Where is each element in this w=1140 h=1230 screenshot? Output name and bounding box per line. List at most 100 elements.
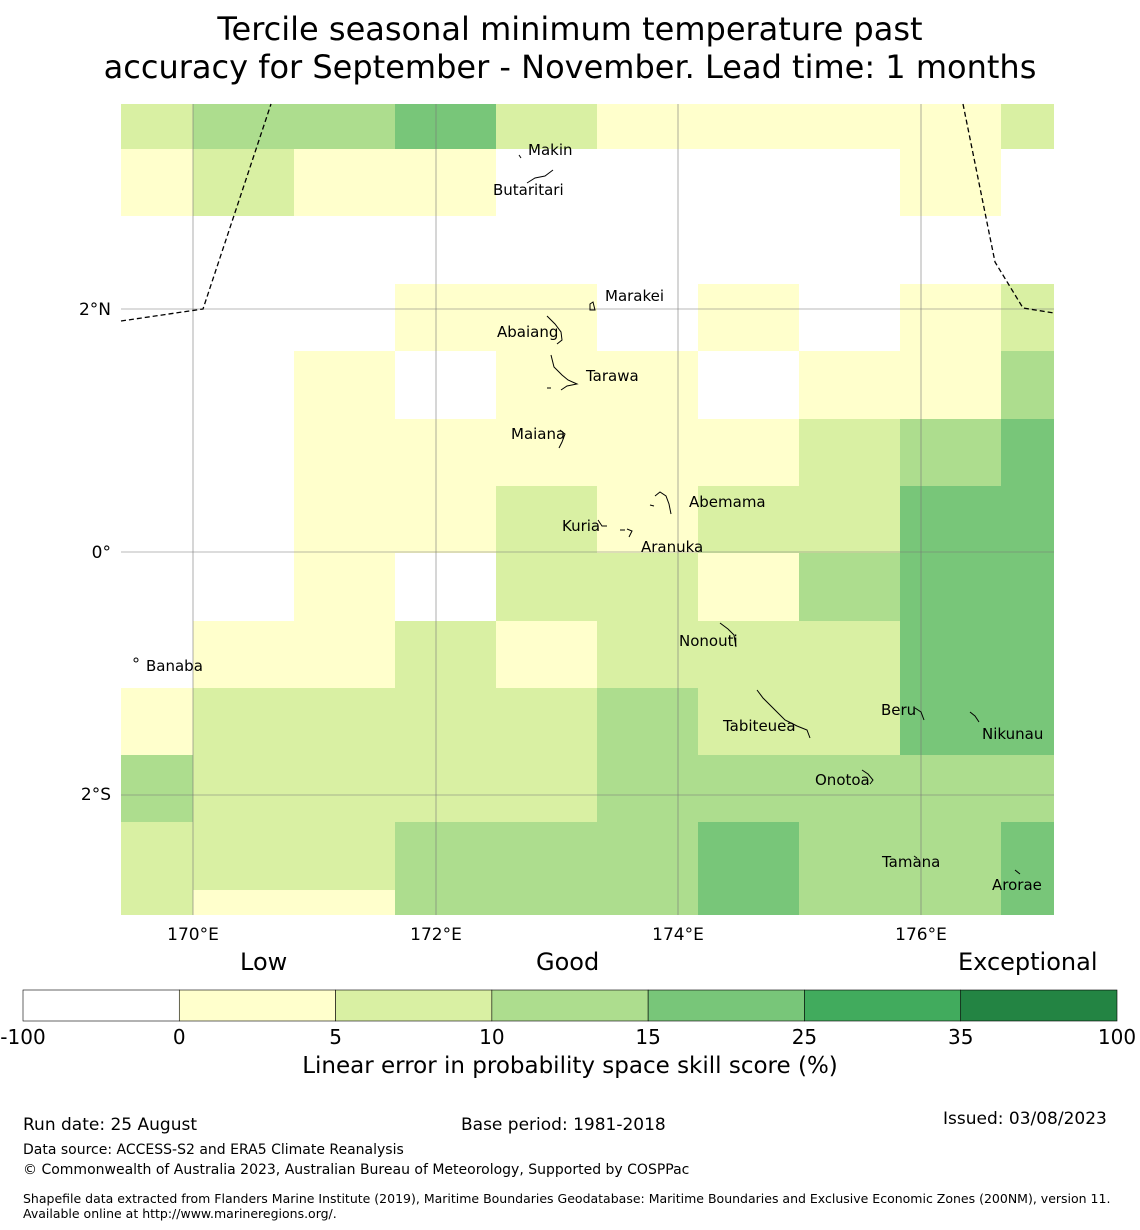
label-abemama: Abemama — [689, 493, 766, 511]
legend-label-exceptional: Exceptional — [958, 948, 1098, 976]
colorbar-tick-label: 10 — [479, 1025, 504, 1049]
label-tamana: Tamana — [881, 853, 940, 871]
title-line-1: Tercile seasonal minimum temperature pas… — [217, 10, 923, 48]
data-source: Data source: ACCESS-S2 and ERA5 Climate … — [23, 1142, 404, 1158]
skill-cell — [121, 688, 193, 755]
skill-cell — [799, 890, 900, 915]
graticule — [121, 104, 1054, 915]
skill-cell — [395, 104, 496, 149]
skill-cell — [698, 486, 799, 553]
lat-tick-2s: 2°S — [81, 785, 111, 805]
copyright: © Commonwealth of Australia 2023, Austra… — [23, 1162, 690, 1178]
skill-cell — [799, 621, 900, 688]
colorbar-title: Linear error in probability space skill … — [302, 1053, 838, 1079]
eez-boundary-east — [962, 103, 1055, 314]
skill-cell — [121, 755, 193, 822]
skill-cell — [698, 216, 799, 284]
base-period: Base period: 1981-2018 — [461, 1115, 666, 1135]
skill-cell — [193, 688, 294, 755]
island-butaritari — [526, 169, 554, 184]
skill-cell — [395, 688, 496, 755]
skill-cell — [496, 104, 597, 149]
label-kuria: Kuria — [562, 517, 600, 535]
island-tarawa — [547, 354, 579, 391]
skill-cell — [597, 284, 698, 351]
skill-cell — [1001, 688, 1054, 755]
skill-cell — [395, 351, 496, 419]
skill-cell — [294, 351, 395, 419]
skill-cell — [799, 688, 900, 755]
skill-cell — [597, 553, 698, 621]
skill-cell — [496, 890, 597, 915]
lat-tick-2n: 2°N — [79, 300, 111, 320]
skill-cell — [395, 486, 496, 553]
colorbar-tick-label: 5 — [329, 1025, 342, 1049]
skill-cell — [193, 890, 294, 915]
island-tamana — [913, 855, 918, 859]
colorbar-tick-label: 100 — [1098, 1025, 1136, 1049]
skill-cell — [193, 284, 294, 351]
skill-cell — [900, 216, 1001, 284]
shapefile-credit: Shapefile data extracted from Flanders M… — [23, 1191, 1111, 1221]
skill-cell — [193, 104, 294, 149]
label-tarawa: Tarawa — [585, 367, 639, 385]
island-beru — [914, 707, 925, 721]
skill-cell — [597, 822, 698, 890]
colorbar-swatch — [647, 989, 805, 1022]
colorbar-tick-label: -100 — [0, 1025, 45, 1049]
skill-cell — [1001, 621, 1054, 688]
colorbar-swatch — [960, 989, 1118, 1022]
skill-cell — [698, 149, 799, 216]
skill-cell — [294, 149, 395, 216]
skill-cell — [799, 755, 900, 822]
skill-cell — [193, 553, 294, 621]
skill-cell — [294, 822, 395, 890]
skill-cell — [597, 755, 698, 822]
skill-cell — [1001, 104, 1054, 149]
island-banaba — [133, 657, 139, 663]
lat-tick-0: 0° — [92, 543, 111, 563]
skill-cell — [799, 104, 900, 149]
skill-cell — [799, 822, 900, 890]
skill-cell — [597, 216, 698, 284]
skill-cell — [900, 419, 1001, 486]
island-marakei — [589, 301, 596, 311]
skill-cell — [496, 284, 597, 351]
colorbar-swatch — [804, 989, 962, 1022]
skill-cell — [121, 890, 193, 915]
label-makin: Makin — [528, 141, 573, 159]
skill-cell — [193, 216, 294, 284]
skill-cell — [193, 486, 294, 553]
issued-date: Issued: 03/08/2023 — [943, 1109, 1107, 1129]
axis-tick-labels: 170°E 172°E 174°E 176°E 2°N 0° 2°S — [79, 300, 947, 945]
label-maiana: Maiana — [511, 425, 565, 443]
skill-cell — [294, 216, 395, 284]
island-makin — [518, 154, 522, 159]
label-onotoa: Onotoa — [815, 771, 870, 789]
skill-cell — [799, 284, 900, 351]
skill-cell — [799, 351, 900, 419]
legend-label-good: Good — [536, 948, 600, 976]
skill-cell — [294, 688, 395, 755]
eez-boundary — [120, 103, 1055, 322]
skill-cell — [395, 149, 496, 216]
skill-cell — [597, 688, 698, 755]
label-nikunau: Nikunau — [982, 725, 1043, 743]
skill-cell — [1001, 486, 1054, 553]
colorbar-tick-label: 35 — [948, 1025, 973, 1049]
skill-cell — [121, 104, 193, 149]
skill-cell — [799, 419, 900, 486]
skill-cell — [698, 284, 799, 351]
skill-cell — [799, 553, 900, 621]
skill-cell — [900, 284, 1001, 351]
skill-cell — [496, 553, 597, 621]
run-date: Run date: 25 August — [23, 1115, 197, 1135]
skill-cell — [395, 553, 496, 621]
skill-cell — [799, 149, 900, 216]
colorbar-tick-label: 0 — [173, 1025, 186, 1049]
skill-cell — [121, 284, 193, 351]
skill-cell — [900, 755, 1001, 822]
skill-cell — [1001, 149, 1054, 216]
label-banaba: Banaba — [146, 657, 203, 675]
skill-cell — [1001, 419, 1054, 486]
